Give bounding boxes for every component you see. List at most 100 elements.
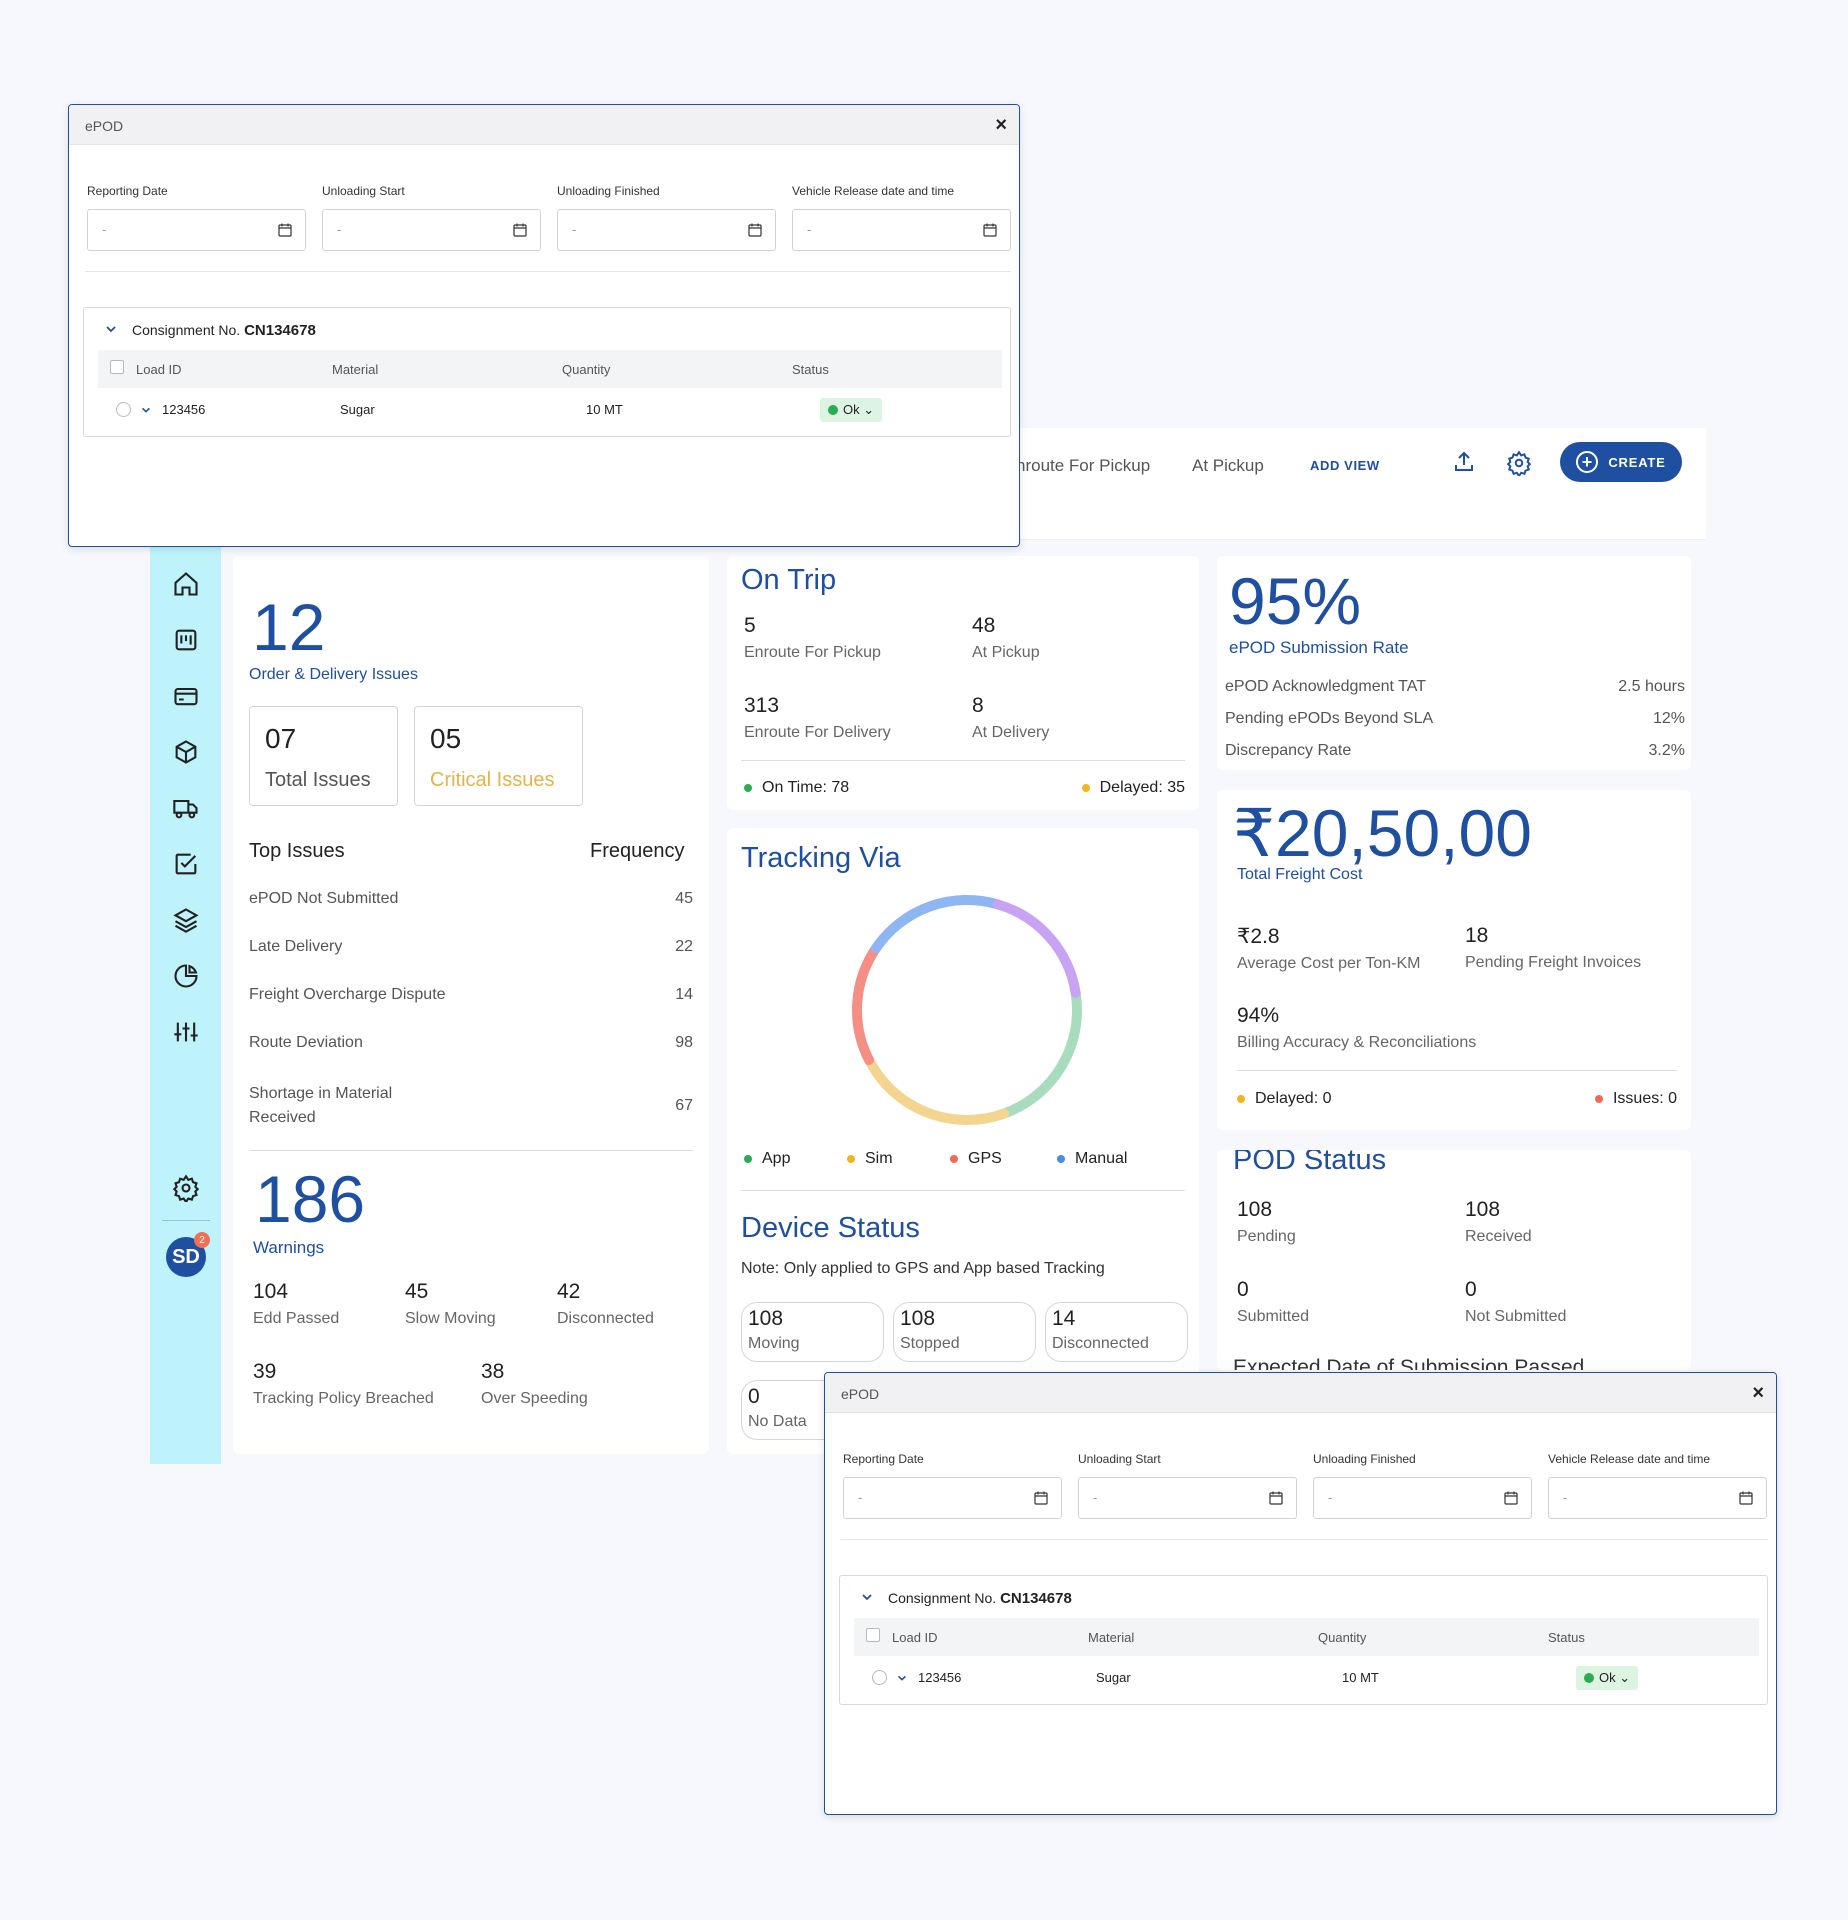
- donut-slice-manual[interactable]: [871, 895, 1003, 954]
- calendar-icon[interactable]: [1268, 1490, 1284, 1506]
- tab-at-pickup[interactable]: At Pickup: [1192, 456, 1264, 475]
- pie-icon[interactable]: [172, 962, 200, 990]
- donut-slice-gps[interactable]: [852, 943, 882, 1065]
- table-row[interactable]: 123456 Sugar 10 MT Ok ⌄: [854, 1658, 1759, 1698]
- layers-icon[interactable]: [172, 906, 200, 934]
- pod-stat[interactable]: 108 Received: [1465, 1198, 1532, 1245]
- box-icon[interactable]: [172, 738, 200, 766]
- freight-stat: 94% Billing Accuracy & Reconciliations: [1237, 1004, 1477, 1051]
- consignment-title: Consignment No. CN134678: [132, 322, 316, 339]
- settings-gear-icon[interactable]: [1506, 450, 1532, 476]
- total-issues-value: 07: [265, 723, 297, 754]
- delayed-stat: Delayed: 35: [1081, 779, 1185, 797]
- checkbox-icon[interactable]: [172, 850, 200, 878]
- vehicle-release-label: Vehicle Release date and time: [792, 184, 955, 198]
- issue-row[interactable]: Late Delivery 22: [249, 938, 693, 956]
- calendar-icon[interactable]: [1503, 1490, 1519, 1506]
- trip-stat[interactable]: 5 Enroute For Pickup: [744, 614, 881, 661]
- board-icon[interactable]: [172, 626, 200, 654]
- trip-stat[interactable]: 48 At Pickup: [972, 614, 1040, 661]
- donut-slice-sim[interactable]: [863, 1054, 1010, 1125]
- unloading-start-label: Unloading Start: [322, 184, 405, 198]
- notification-badge: 2: [194, 1232, 210, 1248]
- calendar-icon[interactable]: [277, 222, 293, 238]
- issue-name: ePOD Not Submitted: [249, 890, 399, 907]
- chevron-down-icon[interactable]: [104, 322, 118, 336]
- tracking-title: Tracking Via: [741, 842, 901, 874]
- donut-slice-app[interactable]: [999, 987, 1082, 1119]
- issue-row[interactable]: Route Deviation 98: [249, 1034, 693, 1052]
- pod-status-card: POD Status 108 Pending 108 Received 0 Submi…: [1217, 1150, 1691, 1370]
- issue-name: Route Deviation: [249, 1034, 363, 1051]
- device-disconnected-pill[interactable]: 14 Disconnected: [1045, 1302, 1188, 1362]
- reporting-date-input[interactable]: -: [843, 1477, 1062, 1519]
- legend-app: App: [744, 1150, 790, 1168]
- unloading-finished-input[interactable]: -: [1313, 1477, 1532, 1519]
- issue-row[interactable]: Shortage in Material Received 67: [249, 1082, 693, 1130]
- chevron-down-icon[interactable]: [140, 404, 152, 416]
- add-view-button[interactable]: ADD VIEW: [1310, 458, 1380, 473]
- warnings-label: Warnings: [253, 1238, 325, 1257]
- trip-stat[interactable]: 8 At Delivery: [972, 694, 1050, 741]
- legend-sim: Sim: [847, 1150, 893, 1168]
- select-all-checkbox[interactable]: [110, 360, 124, 374]
- issue-row[interactable]: Freight Overcharge Dispute 14: [249, 986, 693, 1004]
- create-button[interactable]: + CREATE: [1560, 442, 1682, 482]
- sidebar: SD 2: [150, 540, 221, 1464]
- row-radio[interactable]: [872, 1670, 887, 1685]
- truck-icon[interactable]: [172, 794, 200, 822]
- vehicle-release-input[interactable]: -: [792, 209, 1011, 251]
- pod-stat[interactable]: 108 Pending: [1237, 1198, 1296, 1245]
- critical-issues-box[interactable]: 05 Critical Issues: [414, 706, 583, 806]
- gear-icon[interactable]: [172, 1174, 200, 1204]
- calendar-icon[interactable]: [1738, 1490, 1754, 1506]
- reporting-date-input[interactable]: -: [87, 209, 306, 251]
- select-all-checkbox[interactable]: [866, 1628, 880, 1642]
- chevron-down-icon[interactable]: [860, 1590, 874, 1604]
- issue-frequency: 14: [675, 986, 693, 1003]
- trip-stat[interactable]: 313 Enroute For Delivery: [744, 694, 891, 741]
- status-dropdown[interactable]: Ok ⌄: [1576, 1666, 1638, 1690]
- card-icon[interactable]: [172, 682, 200, 710]
- tab-enroute-pickup[interactable]: nroute For Pickup: [1016, 456, 1151, 475]
- device-no-data-pill[interactable]: 0 No Data: [741, 1380, 884, 1440]
- unloading-start-input[interactable]: -: [1078, 1477, 1297, 1519]
- unloading-start-input[interactable]: -: [322, 209, 541, 251]
- upload-icon[interactable]: [1452, 450, 1476, 474]
- total-freight-amount: ₹20,50,00: [1233, 796, 1532, 870]
- pod-stat[interactable]: 0 Not Submitted: [1465, 1278, 1567, 1325]
- vehicle-release-input[interactable]: -: [1548, 1477, 1767, 1519]
- row-radio[interactable]: [116, 402, 131, 417]
- unloading-finished-input[interactable]: -: [557, 209, 776, 251]
- issue-row[interactable]: ePOD Not Submitted 45: [249, 890, 693, 908]
- warnings-count: 186: [255, 1162, 366, 1236]
- calendar-icon[interactable]: [747, 222, 763, 238]
- device-stopped-pill[interactable]: 108 Stopped: [893, 1302, 1036, 1362]
- chevron-down-icon[interactable]: [896, 1672, 908, 1684]
- calendar-icon[interactable]: [982, 222, 998, 238]
- avatar[interactable]: SD: [166, 1237, 206, 1277]
- col-quantity: Quantity: [562, 362, 611, 377]
- cell-load-id: 123456: [918, 1670, 962, 1685]
- cell-material: Sugar: [340, 402, 375, 417]
- warning-item: 39 Tracking Policy Breached: [253, 1360, 434, 1407]
- on-trip-card: On Trip 5 Enroute For Pickup 48 At Pickup …: [727, 556, 1199, 810]
- donut-slice-other[interactable]: [992, 899, 1081, 998]
- cell-quantity: 10 MT: [1342, 1670, 1379, 1685]
- table-row[interactable]: 123456 Sugar 10 MT Ok ⌄: [98, 390, 1002, 430]
- status-dropdown[interactable]: Ok ⌄: [820, 398, 882, 422]
- pod-stat[interactable]: 0 Submitted: [1237, 1278, 1310, 1325]
- calendar-icon[interactable]: [512, 222, 528, 238]
- calendar-icon[interactable]: [1033, 1490, 1049, 1506]
- home-icon[interactable]: [172, 570, 200, 598]
- close-icon[interactable]: ×: [995, 114, 1007, 136]
- sliders-icon[interactable]: [172, 1018, 200, 1046]
- divider: [741, 760, 1185, 761]
- expected-date-passed: Expected Date of Submission Passed: [1233, 1356, 1585, 1370]
- total-issues-box[interactable]: 07 Total Issues: [249, 706, 398, 806]
- issue-frequency: 98: [675, 1034, 693, 1051]
- device-moving-pill[interactable]: 108 Moving: [741, 1302, 884, 1362]
- modal-header: ePOD ×: [825, 1373, 1776, 1413]
- unloading-start-label: Unloading Start: [1078, 1452, 1161, 1466]
- close-icon[interactable]: ×: [1752, 1382, 1764, 1404]
